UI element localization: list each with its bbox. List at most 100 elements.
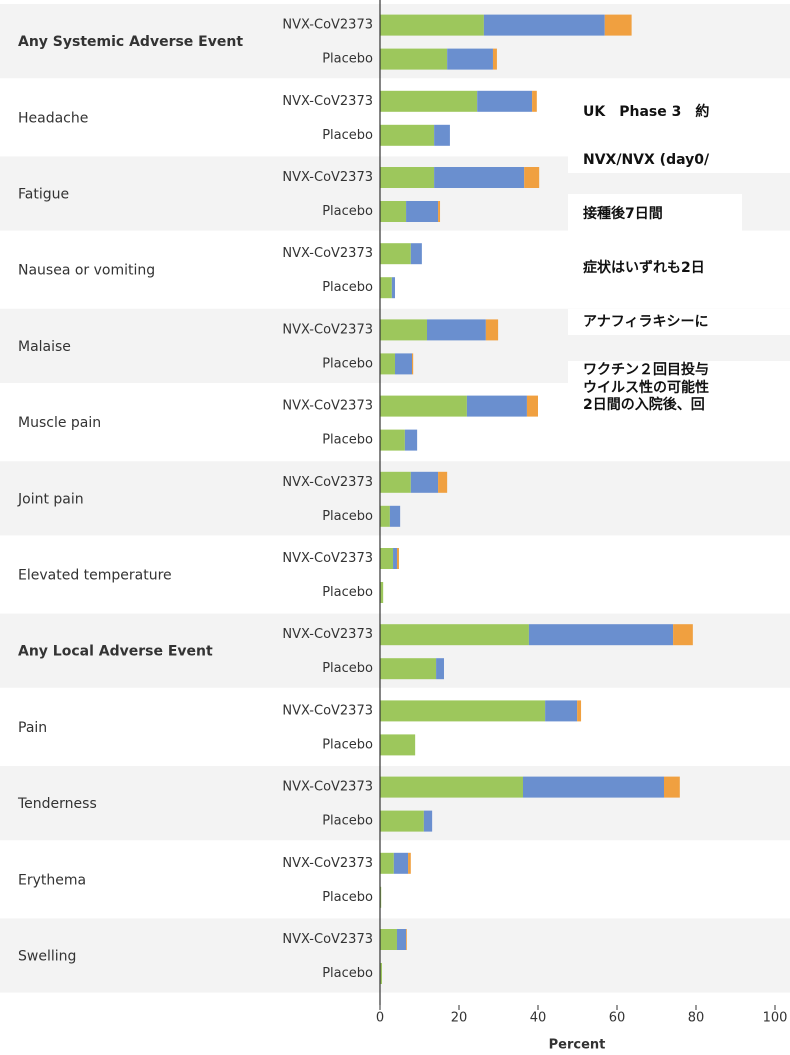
- category-label: Elevated temperature: [18, 568, 172, 584]
- arm-label: Placebo: [322, 128, 373, 143]
- bar-segment: [577, 700, 582, 722]
- bar-segment: [673, 624, 693, 646]
- arm-label: NVX-CoV2373: [282, 703, 373, 718]
- bar-segment: [380, 167, 435, 188]
- note-box: [568, 147, 790, 173]
- x-tick-label: 60: [609, 1011, 626, 1026]
- bar-segment: [380, 124, 435, 146]
- bar-segment: [406, 929, 407, 950]
- arm-label: Placebo: [322, 814, 373, 829]
- arm-label: NVX-CoV2373: [282, 246, 373, 261]
- bar-segment: [404, 429, 418, 451]
- bar-segment: [396, 929, 407, 950]
- bar-segment: [447, 48, 493, 70]
- bar-segment: [380, 582, 384, 603]
- note-box: [568, 309, 790, 335]
- arm-label: Placebo: [322, 433, 373, 448]
- category-label: Swelling: [18, 949, 76, 965]
- bar-segment: [423, 810, 433, 832]
- bar-segment: [380, 776, 523, 798]
- category-label: Erythema: [18, 872, 86, 888]
- note-box: [568, 255, 790, 281]
- category-label: Tenderness: [17, 796, 97, 812]
- bar-segment: [391, 277, 396, 299]
- annotation: 接種後7日間: [583, 205, 663, 222]
- bar-segment: [380, 90, 478, 112]
- annotation: ウイルス性の可能性: [583, 379, 709, 396]
- note-box: [568, 379, 790, 397]
- note-box: [568, 194, 742, 234]
- x-tick-label: 20: [451, 1011, 468, 1026]
- bar-segment: [380, 852, 394, 874]
- annotation: NVX/NVX (day0/: [583, 152, 710, 168]
- arm-label: Placebo: [322, 509, 373, 524]
- category-label: Malaise: [18, 339, 71, 355]
- arm-label: NVX-CoV2373: [282, 94, 373, 109]
- bar-segment: [434, 124, 450, 146]
- bar-segment: [436, 658, 444, 680]
- arm-label: Placebo: [322, 52, 373, 67]
- bar-segment: [466, 395, 527, 417]
- category-label: Any Systemic Adverse Event: [18, 34, 243, 50]
- bar-segment: [396, 548, 399, 569]
- arm-label: NVX-CoV2373: [282, 627, 373, 642]
- arm-label: Placebo: [322, 737, 373, 752]
- x-axis-label: Percent: [549, 1038, 606, 1053]
- arm-label: Placebo: [322, 585, 373, 600]
- arm-label: NVX-CoV2373: [282, 322, 373, 337]
- bar-segment: [604, 14, 632, 36]
- category-label: Nausea or vomiting: [18, 263, 155, 279]
- bar-segment: [380, 734, 416, 756]
- arm-label: Placebo: [322, 890, 373, 905]
- category-label: Fatigue: [18, 187, 69, 203]
- note-box: [568, 361, 790, 379]
- bar-segment: [526, 395, 538, 417]
- bar-segment: [532, 90, 537, 112]
- bar-segment: [434, 167, 525, 188]
- bar-segment: [380, 471, 411, 493]
- arm-label: NVX-CoV2373: [282, 475, 373, 490]
- arm-label: NVX-CoV2373: [282, 856, 373, 871]
- bar-segment: [427, 319, 486, 341]
- bar-segment: [380, 548, 394, 569]
- arm-label: NVX-CoV2373: [282, 932, 373, 947]
- arm-label: Placebo: [322, 966, 373, 981]
- bar-segment: [380, 319, 428, 341]
- arm-label: NVX-CoV2373: [282, 18, 373, 33]
- bar-segment: [380, 395, 467, 417]
- bar-segment: [545, 700, 578, 722]
- bar-segment: [528, 624, 674, 646]
- annotation: 症状はいずれも2日: [583, 259, 705, 276]
- bar-segment: [389, 505, 401, 527]
- category-label: Any Local Adverse Event: [18, 644, 213, 660]
- arm-label: NVX-CoV2373: [282, 780, 373, 795]
- bar-segment: [380, 505, 390, 527]
- bar-segment: [522, 776, 665, 798]
- annotation: UK Phase 3 約: [583, 103, 709, 120]
- arm-label: NVX-CoV2373: [282, 170, 373, 185]
- bar-segment: [380, 201, 407, 222]
- bar-segment: [410, 471, 439, 493]
- bar-segment: [380, 700, 546, 722]
- annotation: 2日間の入院後、回: [583, 396, 705, 413]
- bar-segment: [477, 90, 533, 112]
- bar-segment: [485, 319, 499, 341]
- arm-label: Placebo: [322, 280, 373, 295]
- bar-segment: [408, 852, 411, 874]
- x-tick-label: 40: [530, 1011, 547, 1026]
- note-box: [568, 99, 790, 125]
- bar-segment: [410, 243, 422, 265]
- arm-label: NVX-CoV2373: [282, 399, 373, 414]
- bar-segment: [438, 471, 448, 493]
- bar-segment: [380, 624, 529, 646]
- bar-segment: [380, 929, 397, 950]
- bar-segment: [380, 963, 382, 984]
- bar-segment: [393, 548, 397, 569]
- arm-label: Placebo: [322, 204, 373, 219]
- bar-segment: [411, 353, 414, 375]
- category-label: Pain: [18, 720, 47, 736]
- bar-segment: [406, 201, 439, 222]
- bar-segment: [380, 14, 484, 36]
- bar-segment: [393, 852, 409, 874]
